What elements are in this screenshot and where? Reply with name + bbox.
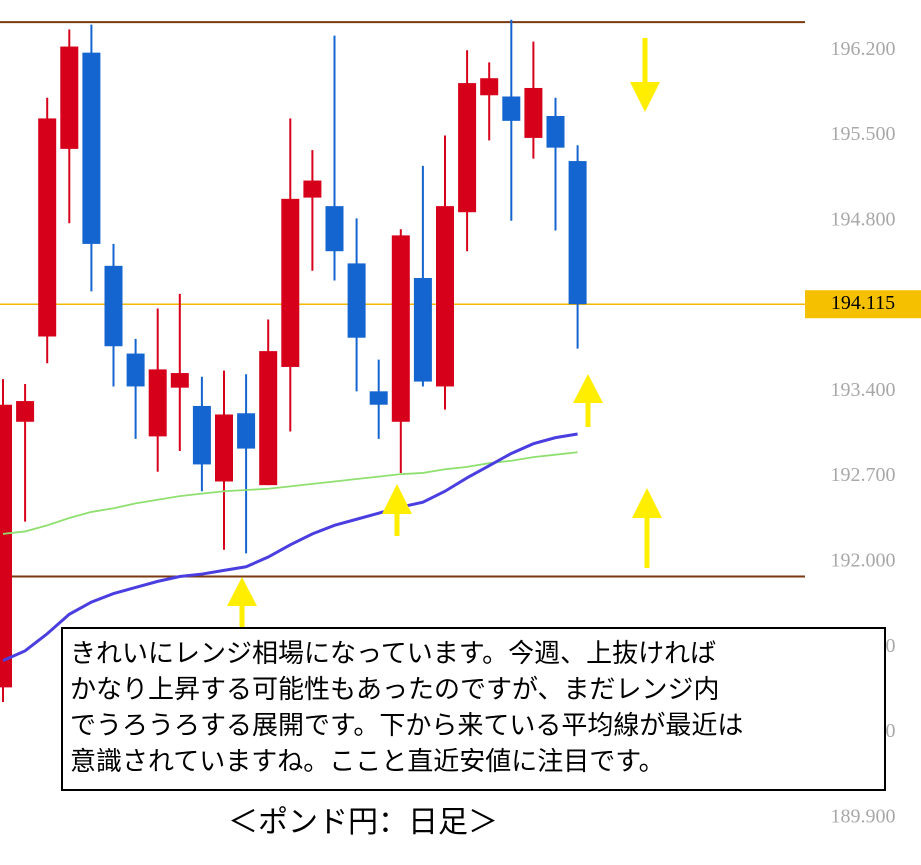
caption: ＜ポンド円：日足＞ [228, 805, 498, 840]
candle-body [126, 353, 145, 387]
candle-body [325, 206, 344, 252]
candle-body [303, 180, 322, 198]
candle-body [148, 369, 167, 437]
y-tick-label: 196.200 [831, 38, 896, 60]
y-tick-label: 192.700 [831, 464, 896, 486]
arrow-up [632, 488, 662, 568]
candle-body [104, 265, 123, 347]
candle-body [369, 391, 388, 405]
plot [0, 19, 805, 702]
candle-body [436, 206, 454, 387]
candle-body [480, 78, 499, 96]
candle-body [391, 235, 410, 422]
y-tick-label: 192.000 [831, 549, 896, 571]
candle-body [237, 413, 256, 449]
arrow-down [630, 38, 660, 112]
annotation-box [61, 627, 886, 791]
arrow-up [382, 484, 412, 536]
candle-body [38, 118, 57, 337]
candle-body [458, 83, 477, 213]
candle-body [0, 404, 12, 688]
candle-body [413, 278, 432, 382]
candle-body [347, 263, 366, 338]
candle-body [568, 161, 587, 305]
y-tick-label: 194.800 [831, 208, 896, 230]
candle-body [16, 401, 35, 422]
candle-body [215, 414, 233, 482]
annotation-line: かなり上昇する可能性もあったのですが、まだレンジ内 [70, 675, 719, 705]
y-tick-label: 189.900 [831, 805, 896, 827]
moving-average [2, 451, 578, 535]
candle-body [60, 46, 79, 149]
candle-body [192, 405, 211, 465]
candle-body [502, 96, 521, 121]
candle-body [524, 87, 543, 138]
candle-body [259, 351, 278, 486]
price-label: 194.115 [831, 292, 895, 314]
price-label-bg [805, 290, 921, 319]
candle-body [546, 115, 565, 148]
candle-body [170, 373, 189, 388]
y-tick-label: 193.400 [831, 379, 896, 401]
annotation-line: 意識されていますね。ここと直近安値に注目です。 [70, 747, 665, 777]
annotation-line: でうろうろする展開です。下から来ている平均線が最近は [70, 711, 743, 741]
annotation: きれいにレンジ相場になっています。今週、上抜ければかなり上昇する可能性もあったの… [70, 639, 743, 777]
arrow-up [227, 577, 257, 630]
candle-body [82, 52, 101, 244]
y-tick-label: 195.500 [831, 123, 896, 145]
annotation-line: きれいにレンジ相場になっています。今週、上抜ければ [70, 639, 716, 669]
moving-average [2, 432, 578, 662]
arrows [227, 38, 662, 630]
arrow-up [573, 374, 603, 427]
candle-body [281, 198, 300, 367]
